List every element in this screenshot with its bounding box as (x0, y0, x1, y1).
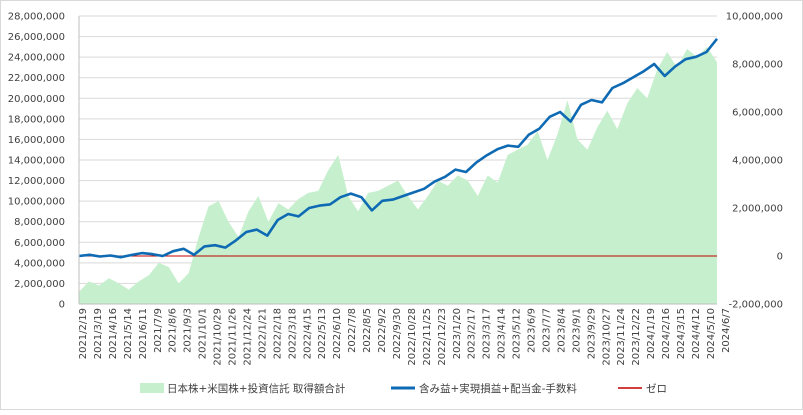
x-tick-label: 2021/7/9 (153, 308, 164, 353)
x-tick-label: 2022/7/8 (347, 308, 358, 353)
x-tick-label: 2023/9/1 (571, 308, 582, 353)
x-tick-label: 2022/5/13 (317, 308, 328, 359)
x-tick-label: 2021/10/1 (198, 308, 209, 359)
x-tick-label: 2024/1/19 (646, 308, 657, 359)
y-right-tick-label: 6,000,000 (732, 108, 783, 119)
y-right-tick-label: 0 (777, 252, 783, 263)
y-left-tick-label: 16,000,000 (8, 135, 65, 146)
y-left-tick-label: 0 (59, 300, 65, 311)
y-left-tick-label: 22,000,000 (8, 73, 65, 84)
y-left-tick-label: 24,000,000 (8, 53, 65, 64)
x-tick-label: 2022/6/10 (332, 308, 343, 359)
x-tick-label: 2023/12/22 (631, 308, 642, 366)
x-tick-label: 2023/6/9 (527, 308, 538, 353)
y-right-tick-label: 10,000,000 (726, 12, 783, 23)
line-series-layer (78, 37, 719, 259)
x-tick-label: 2023/4/14 (497, 308, 508, 359)
legend-label-area: 日本株+米国株+投資信託 取得額合計 (167, 382, 346, 395)
x-tick-label: 2024/4/12 (691, 308, 702, 359)
x-tick-label: 2023/11/24 (616, 308, 627, 366)
x-tick-label: 2022/11/25 (422, 308, 433, 366)
x-tick-label: 2022/1/21 (257, 308, 268, 359)
legend-label-zero: ゼロ (646, 383, 667, 395)
x-axis-ticks: 2021/2/19 2021/3/19 2021/4/16 2021/5/14 2021… (78, 308, 732, 366)
y-left-tick-label: 8,000,000 (14, 217, 65, 228)
y-left-tick-label: 6,000,000 (14, 238, 65, 249)
y-right-tick-label: 2,000,000 (732, 204, 783, 215)
x-tick-label: 2022/12/23 (437, 308, 448, 366)
x-tick-label: 2021/6/11 (138, 308, 149, 359)
legend: 日本株+米国株+投資信託 取得額合計 含み益+実現損益+配当金-手数料 ゼロ (140, 382, 667, 395)
x-tick-label: 2023/3/17 (482, 308, 493, 359)
y-left-tick-label: 26,000,000 (8, 32, 65, 43)
x-tick-label: 2023/2/17 (467, 308, 478, 359)
x-tick-label: 2021/2/19 (78, 308, 89, 359)
x-tick-label: 2024/2/16 (661, 308, 672, 359)
x-tick-label: 2023/7/7 (541, 308, 552, 353)
x-tick-label: 2021/4/16 (108, 308, 119, 359)
x-tick-label: 2021/8/6 (168, 308, 179, 353)
y-right-tick-label: 4,000,000 (732, 156, 783, 167)
x-tick-label: 2023/1/20 (452, 308, 463, 359)
area-series-layer (79, 46, 717, 305)
x-tick-label: 2022/4/15 (302, 308, 313, 359)
x-tick-label: 2021/12/24 (242, 308, 253, 366)
legend-swatch-area (140, 383, 164, 393)
x-tick-label: 2024/6/7 (721, 308, 732, 353)
x-tick-label: 2023/8/4 (556, 308, 567, 353)
legend-label-line: 含み益+実現損益+配当金-手数料 (419, 382, 577, 395)
y-left-tick-label: 10,000,000 (8, 197, 65, 208)
x-tick-label: 2021/11/26 (228, 308, 239, 366)
y-left-tick-label: 20,000,000 (8, 94, 65, 105)
y-left-tick-label: 2,000,000 (14, 279, 65, 290)
x-tick-label: 2022/9/2 (377, 308, 388, 353)
axes (78, 16, 717, 305)
x-tick-label: 2022/3/18 (287, 308, 298, 359)
line-series-total-pnl (78, 37, 719, 259)
y-left-tick-label: 4,000,000 (14, 258, 65, 269)
x-tick-label: 2023/9/29 (586, 308, 597, 359)
right-axis-ticks: -2,000,000 0 2,000,000 4,000,000 6,000,000 8,… (726, 12, 783, 311)
y-left-tick-label: 14,000,000 (8, 156, 65, 167)
x-tick-label: 2022/9/30 (392, 308, 403, 359)
x-tick-label: 2021/3/19 (93, 308, 104, 359)
x-tick-label: 2023/10/27 (601, 308, 612, 366)
x-tick-label: 2024/5/10 (706, 308, 717, 359)
y-left-tick-label: 18,000,000 (8, 114, 65, 125)
area-series-acquisition-total (79, 46, 717, 305)
x-tick-label: 2023/5/12 (512, 308, 523, 359)
x-tick-label: 2021/10/29 (213, 308, 224, 366)
y-left-tick-label: 28,000,000 (8, 12, 65, 23)
y-right-tick-label: -2,000,000 (728, 300, 783, 311)
x-tick-label: 2022/10/28 (407, 308, 418, 366)
x-tick-label: 2022/2/18 (272, 308, 283, 359)
x-tick-label: 2024/3/15 (676, 308, 687, 359)
x-tick-label: 2021/9/3 (183, 308, 194, 353)
left-axis-ticks: 0 2,000,000 4,000,000 6,000,000 8,000,000 10,… (8, 12, 65, 311)
x-tick-label: 2022/8/5 (362, 308, 373, 353)
x-tick-label: 2021/5/14 (123, 308, 134, 359)
y-right-tick-label: 8,000,000 (732, 60, 783, 71)
y-left-tick-label: 12,000,000 (8, 176, 65, 187)
